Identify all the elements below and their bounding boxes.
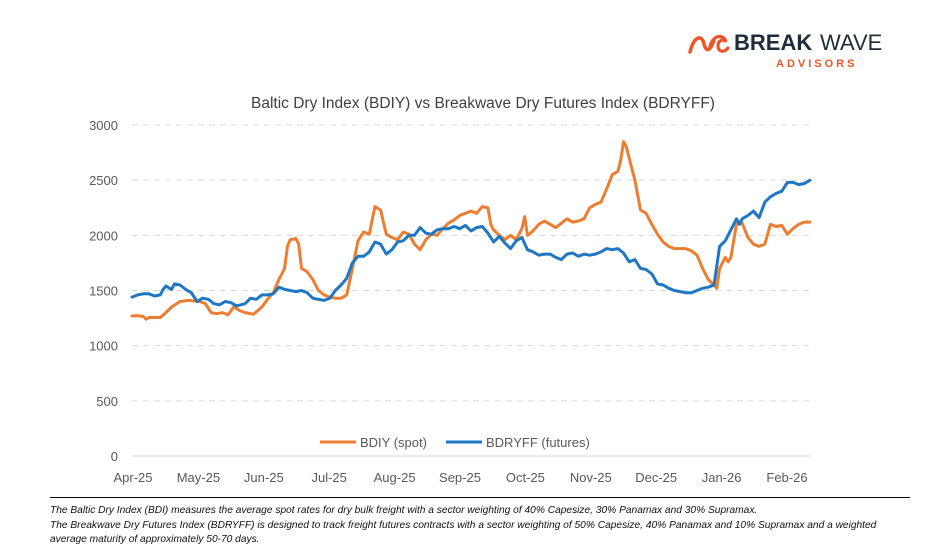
legend: BDIY (spot) BDRYFF (futures) [320,435,590,450]
series-line-bdiy [130,140,812,321]
x-tick-label: Dec-25 [635,470,677,485]
x-tick-label: Jun-25 [244,470,284,485]
x-tick-label: May-25 [177,470,220,485]
brand-sub: ADVISORS [776,58,857,70]
wave-logo-icon [688,34,730,54]
chart-title: Baltic Dry Index (BDIY) vs Breakwave Dry… [251,95,715,112]
y-tick-label: 2000 [89,228,118,243]
x-tick-label: Aug-25 [374,470,416,485]
x-tick-label: Jul-25 [311,470,346,485]
y-tick-label: 500 [96,394,118,409]
legend-label-bdryff: BDRYFF (futures) [486,435,590,450]
series-line-bdryff [130,178,812,308]
footnote-bdryff: The Breakwave Dry Futures Index (BDRYFF)… [50,519,877,546]
x-axis-ticks: Apr-25 May-25 Jun-25 Jul-25 Aug-25 Sep-25 Oct-… [113,470,807,485]
y-tick-label: 1500 [89,284,118,299]
grid-lines [132,124,810,457]
x-tick-label: Apr-25 [113,470,152,485]
legend-label-bdiy: BDIY (spot) [360,435,427,450]
y-tick-label: 2500 [89,173,118,188]
x-tick-label: Oct-25 [506,470,545,485]
series-lines [130,140,812,321]
footnote: The Baltic Dry Index (BDI) measures the … [50,497,910,548]
breakwave-logo: BREAK WAVE ADVISORS [688,30,882,70]
brand-name-wave: WAVE [820,30,882,55]
y-tick-label: 1000 [89,339,118,354]
y-tick-label: 0 [111,449,118,464]
brand-name-break: BREAK [734,30,812,55]
line-chart: Baltic Dry Index (BDIY) vs Breakwave Dry… [89,95,812,485]
footnote-bdi: The Baltic Dry Index (BDI) measures the … [50,505,758,516]
y-tick-label: 3000 [89,118,118,133]
x-tick-label: Nov-25 [570,470,612,485]
x-tick-label: Sep-25 [439,470,481,485]
y-axis-ticks: 0 500 1000 1500 2000 2500 3000 [89,118,118,464]
x-tick-label: Jan-26 [702,470,742,485]
x-tick-label: Feb-26 [766,470,807,485]
